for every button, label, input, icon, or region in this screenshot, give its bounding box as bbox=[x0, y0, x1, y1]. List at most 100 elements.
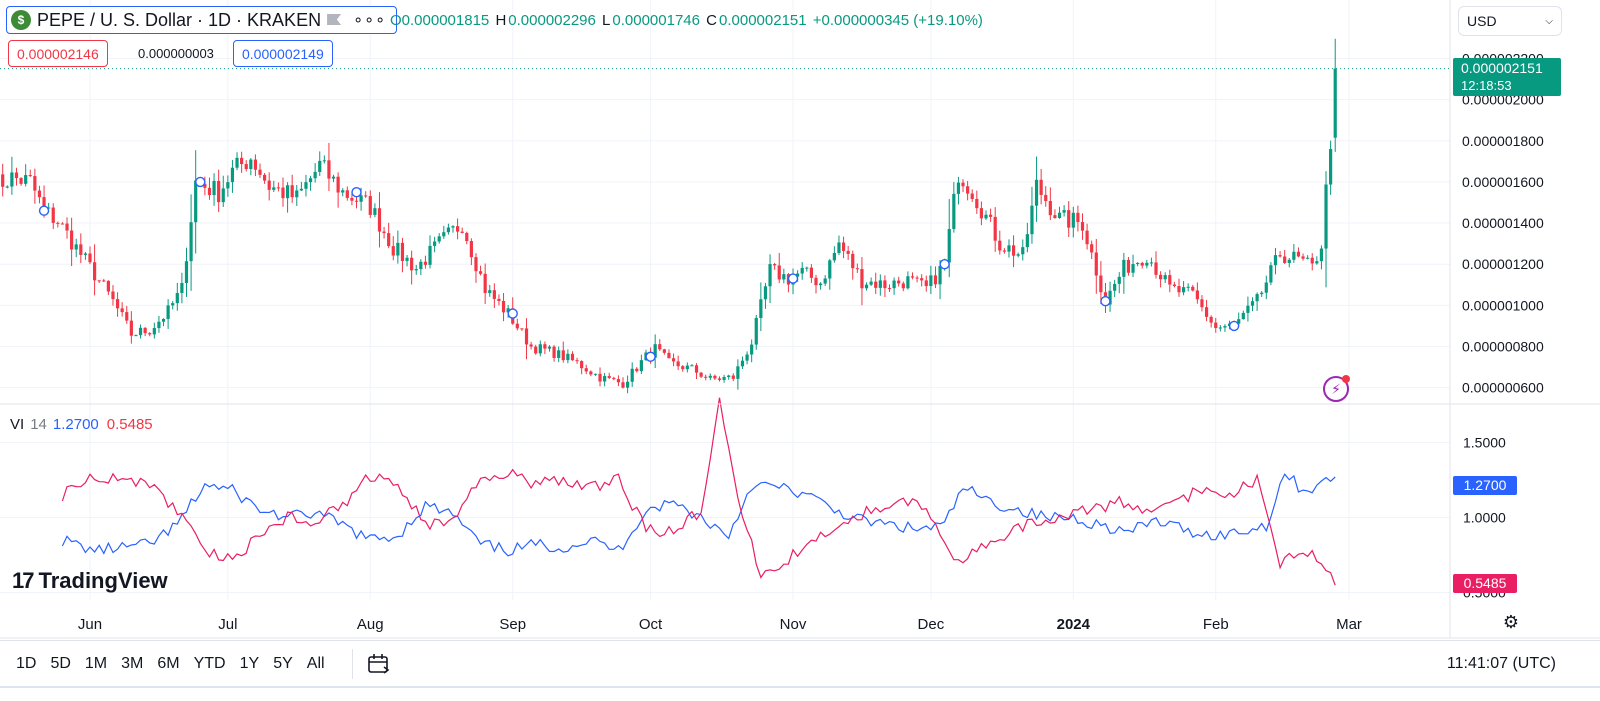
candle-body bbox=[175, 292, 179, 304]
x-tick-label: Mar bbox=[1336, 616, 1362, 633]
candle-body bbox=[740, 360, 745, 367]
buy-price-button[interactable]: 0.000002149 bbox=[233, 40, 333, 67]
price-tick-label: 0.000001800 bbox=[1462, 133, 1544, 149]
candle-body bbox=[759, 299, 763, 319]
candle-body bbox=[782, 274, 786, 280]
range-button-ytd[interactable]: YTD bbox=[193, 655, 226, 672]
candle-body bbox=[1163, 275, 1167, 280]
bolt-icon[interactable]: ⚡ bbox=[1323, 375, 1350, 402]
candle-body bbox=[263, 174, 267, 181]
candle-body bbox=[152, 328, 156, 335]
candle-body bbox=[423, 261, 428, 265]
candle-body bbox=[947, 228, 951, 263]
candle-body bbox=[1214, 322, 1218, 328]
candle-body bbox=[626, 381, 630, 388]
sell-price-button[interactable]: 0.000002146 bbox=[8, 40, 108, 67]
x-tick-label: Dec bbox=[918, 616, 945, 633]
candle-body bbox=[874, 281, 878, 288]
candle-body bbox=[10, 172, 14, 187]
candle bbox=[501, 293, 506, 322]
candle bbox=[175, 282, 179, 311]
spread-value: 0.000000003 bbox=[138, 46, 214, 61]
range-button-1m[interactable]: 1M bbox=[84, 655, 108, 672]
candle-body bbox=[612, 377, 616, 380]
symbol-header[interactable]: $ PEPE / U. S. Dollar · 1D · KRAKEN ∘∘∘ bbox=[6, 6, 398, 34]
candle-body bbox=[699, 372, 703, 377]
candle bbox=[419, 259, 423, 276]
candle-body bbox=[897, 280, 901, 284]
candle bbox=[1094, 238, 1098, 294]
utc-clock[interactable]: 11:41:07 (UTC) bbox=[1446, 655, 1556, 672]
candle bbox=[129, 311, 133, 344]
range-button-3m[interactable]: 3M bbox=[121, 655, 144, 672]
candle bbox=[184, 247, 189, 297]
range-button-1y[interactable]: 1Y bbox=[239, 655, 260, 672]
candle bbox=[924, 275, 928, 292]
candle-body bbox=[1186, 286, 1190, 288]
candle bbox=[1168, 269, 1172, 293]
candle bbox=[612, 376, 616, 381]
date-range-icon[interactable] bbox=[366, 651, 392, 677]
candle-body bbox=[1296, 251, 1301, 257]
range-button-6m[interactable]: 6M bbox=[157, 655, 180, 672]
candle bbox=[1126, 256, 1131, 276]
settings-icon[interactable]: ⚙ bbox=[1502, 612, 1520, 632]
candle bbox=[869, 277, 873, 286]
candle-body bbox=[1076, 212, 1080, 223]
close-value: 0.000002151 bbox=[719, 12, 807, 29]
candle bbox=[763, 282, 768, 309]
candle bbox=[713, 374, 717, 380]
candle bbox=[433, 236, 437, 253]
candle-body bbox=[1136, 262, 1140, 265]
candle-body bbox=[451, 226, 455, 228]
candle-body bbox=[1021, 247, 1025, 255]
candle-body bbox=[1030, 205, 1034, 235]
candle bbox=[428, 235, 432, 269]
candle bbox=[1154, 251, 1158, 279]
candle bbox=[134, 334, 138, 337]
candle bbox=[102, 278, 106, 283]
candle bbox=[988, 208, 993, 222]
candle bbox=[731, 373, 735, 382]
range-button-5d[interactable]: 5D bbox=[50, 655, 71, 672]
candle bbox=[920, 274, 924, 287]
candle-body bbox=[1108, 290, 1112, 305]
candle-body bbox=[1255, 294, 1259, 302]
candle-body bbox=[327, 160, 331, 179]
flag-icon[interactable] bbox=[327, 13, 343, 27]
candle-body bbox=[171, 303, 175, 306]
candle-body bbox=[359, 195, 363, 202]
candle-body bbox=[1016, 254, 1020, 256]
candle bbox=[1002, 248, 1006, 254]
vi-minus-line bbox=[61, 397, 1336, 586]
candle bbox=[805, 266, 809, 272]
candle-body bbox=[529, 344, 533, 347]
vi-plus-axis-label: 1.2700 bbox=[1453, 476, 1517, 495]
candle bbox=[828, 258, 832, 290]
tradingview-logo[interactable]: 17 TradingView bbox=[12, 568, 168, 594]
candle bbox=[570, 351, 575, 361]
candle-body bbox=[308, 178, 313, 183]
candle-body bbox=[1241, 312, 1245, 320]
candle bbox=[152, 322, 156, 339]
candle-body bbox=[290, 185, 294, 198]
candle-body bbox=[520, 328, 524, 330]
more-icon[interactable]: ∘∘∘ bbox=[353, 12, 387, 29]
candle-body bbox=[694, 365, 699, 373]
candle-body bbox=[102, 280, 106, 282]
indicator-legend[interactable]: VI 14 1.2700 0.5485 bbox=[10, 416, 153, 433]
candle bbox=[478, 265, 483, 276]
candle-body bbox=[635, 368, 639, 372]
candle-body bbox=[1283, 256, 1287, 263]
currency-select[interactable]: USD ⌵ bbox=[1458, 6, 1562, 36]
range-button-all[interactable]: All bbox=[306, 655, 325, 672]
candle-body bbox=[837, 242, 841, 254]
candle bbox=[561, 341, 565, 363]
range-button-1d[interactable]: 1D bbox=[16, 655, 37, 672]
candle bbox=[1076, 205, 1080, 232]
candle bbox=[887, 284, 892, 293]
candle bbox=[70, 217, 74, 267]
range-button-5y[interactable]: 5Y bbox=[273, 655, 293, 672]
candle-body bbox=[607, 376, 611, 378]
